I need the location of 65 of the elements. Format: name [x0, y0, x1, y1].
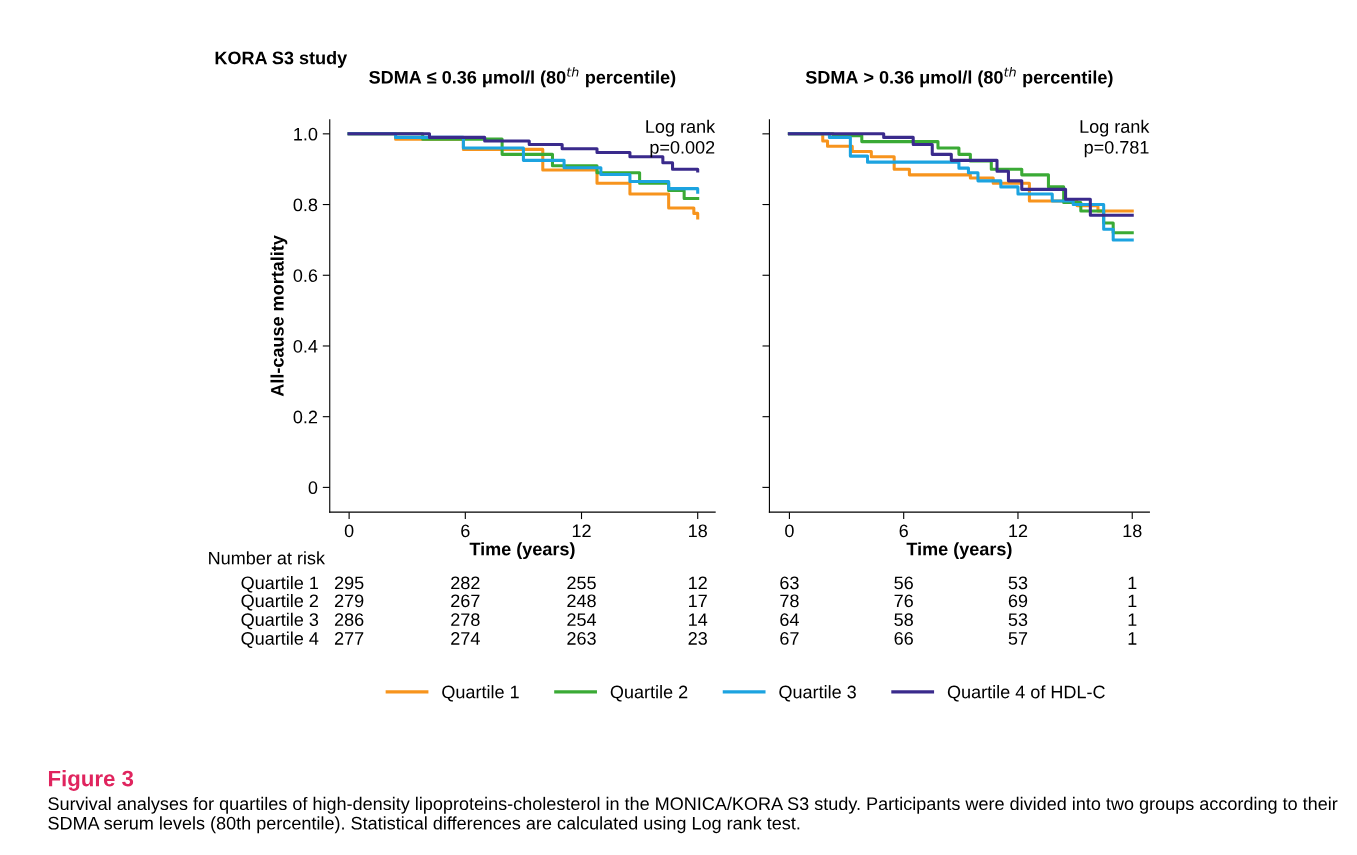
x-tick-label: 12: [572, 524, 591, 538]
text: 14: [689, 613, 708, 626]
text: 1: [1128, 594, 1137, 608]
text: 286: [334, 613, 364, 627]
chart-title: SDMA > 0.36 μmol/l (80$^{th}$ percentile): [805, 66, 1113, 88]
annotation: Log rank p=0.781: [1080, 119, 1150, 158]
y-tick-label: 0.6: [293, 269, 318, 282]
text: Number at risk: [209, 551, 326, 565]
caption: Figure 3: [48, 770, 134, 791]
text: 255: [567, 576, 596, 590]
y-tick-label: 0.4: [293, 339, 318, 353]
y-tick-label: 0.8: [293, 198, 318, 212]
text: Quartile 3: [241, 612, 319, 630]
text: 248: [567, 594, 596, 608]
y-axis-title: All-cause mortality: [270, 235, 288, 397]
text: 17: [689, 594, 707, 608]
text: Quartile 4: [241, 631, 319, 649]
text: 278: [451, 613, 480, 627]
text: 78: [780, 594, 799, 608]
text: 1: [1128, 613, 1137, 626]
text: 1: [1128, 632, 1137, 645]
text: 267: [451, 594, 480, 608]
x-tick-label: 18: [1123, 524, 1142, 538]
x-tick-label: 6: [461, 524, 470, 538]
legend-label: Quartile 2: [610, 685, 688, 702]
x-axis-title: Time (years): [906, 542, 1012, 559]
text: 277: [334, 632, 364, 645]
x-axis-title: Time (years): [469, 542, 575, 559]
text: 64: [780, 613, 799, 627]
x-tick-label: 6: [899, 524, 908, 538]
legend-label: Quartile 3: [779, 685, 856, 702]
text: 263: [567, 632, 596, 645]
text: 12: [689, 576, 707, 590]
text: KORA S3 study: [215, 51, 348, 68]
x-tick-label: 12: [1009, 524, 1028, 538]
x-tick-label: 18: [689, 524, 707, 538]
text: 58: [894, 613, 913, 627]
x-tick-label: 0: [344, 524, 354, 538]
y-tick-label: 0: [308, 481, 318, 495]
text: 69: [1008, 594, 1028, 608]
y-tick-label: 0.2: [293, 410, 318, 424]
text: 57: [1008, 632, 1028, 645]
text: 56: [894, 576, 913, 590]
text: Quartile 1: [241, 576, 319, 593]
annotation: Log rank p=0.002: [646, 119, 716, 158]
text: 295: [334, 576, 364, 590]
legend-label: Quartile 1: [442, 685, 519, 702]
text: 53: [1008, 613, 1028, 627]
text: 282: [451, 576, 480, 590]
text: 66: [894, 632, 913, 645]
chart-title: SDMA ≤ 0.36 μmol/l (80$^{th}$ percentile): [369, 66, 676, 88]
text: 67: [780, 632, 799, 645]
text: 53: [1008, 576, 1028, 590]
legend-label: Quartile 4 of HDL-C: [947, 685, 1105, 702]
text: 76: [894, 594, 913, 608]
text: 279: [334, 594, 364, 608]
text: Survival analyses for quartiles of high-density lipoproteins-cholesterol in the MONICA/KORA S3 study. Participants were divided into two groups according to their SDMA serum levels (80th percentile). Statistical differences are calculated using Log rank test.: [48, 796, 1338, 834]
text: 274: [451, 632, 480, 645]
text: 23: [688, 632, 707, 645]
text: Quartile 2: [241, 593, 318, 611]
text: 254: [567, 613, 597, 627]
text: 63: [780, 576, 799, 590]
y-tick-label: 1.0: [294, 127, 318, 141]
text: 1: [1128, 576, 1137, 590]
x-tick-label: 0: [785, 524, 794, 538]
